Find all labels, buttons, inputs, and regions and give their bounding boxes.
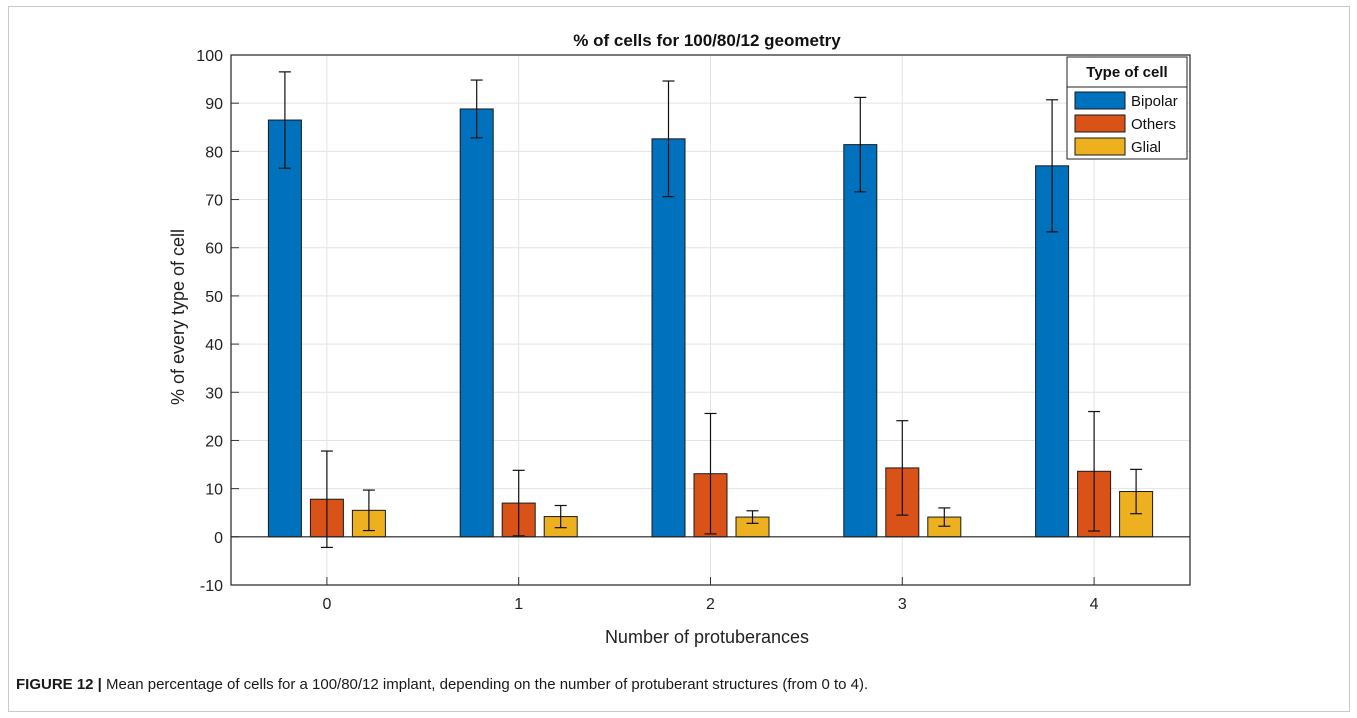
x-tick-label: 2 (706, 596, 715, 613)
y-tick-label: 10 (205, 482, 223, 499)
y-tick-label: 50 (205, 289, 223, 306)
legend-label-bipolar: Bipolar (1131, 93, 1178, 110)
legend-label-others: Others (1131, 116, 1176, 133)
bar-chart: -10 0 10 20 30 40 50 60 70 80 90 100 0 1 2 3 4 % of cell… (168, 31, 1191, 647)
caption-text: Mean percentage of cells for a 100/80/12… (101, 676, 869, 693)
bar-bipolar (459, 108, 494, 538)
y-tick-label: 40 (205, 337, 223, 354)
legend-swatch-glial (1074, 137, 1126, 156)
y-tick-label: 70 (205, 193, 223, 210)
x-tick-label: 0 (322, 596, 331, 613)
bar-bipolar (267, 119, 302, 538)
y-tick-label: 60 (205, 241, 223, 258)
y-tick-label: 20 (205, 433, 223, 450)
y-tick-label: 30 (205, 385, 223, 402)
bar-bipolar (651, 138, 686, 538)
legend: Type of cell Bipolar Others Glial (1066, 56, 1188, 160)
bar-bipolar (843, 144, 878, 538)
y-tick-label: 100 (196, 48, 223, 65)
legend-label-glial: Glial (1131, 139, 1161, 156)
y-tick-label: -10 (200, 578, 223, 595)
y-axis-label: % of every type of cell (168, 229, 188, 405)
legend-swatch-bipolar (1074, 91, 1126, 110)
figure-frame (8, 6, 1350, 712)
chart-title: % of cells for 100/80/12 geometry (573, 31, 841, 50)
x-tick-label: 1 (514, 596, 523, 613)
y-tick-label: 0 (214, 530, 223, 547)
x-axis-label: Number of protuberances (605, 627, 809, 647)
y-tick-label: 80 (205, 144, 223, 161)
x-tick-label: 4 (1090, 596, 1099, 613)
y-tick-label: 90 (205, 96, 223, 113)
x-tick-label: 3 (898, 596, 907, 613)
plot-border (230, 54, 1191, 586)
legend-title: Type of cell (1086, 64, 1167, 81)
caption-label: FIGURE 12 | (16, 676, 102, 693)
figure-caption: FIGURE 12 | Mean percentage of cells for… (16, 676, 1336, 693)
legend-swatch-others (1074, 114, 1126, 133)
